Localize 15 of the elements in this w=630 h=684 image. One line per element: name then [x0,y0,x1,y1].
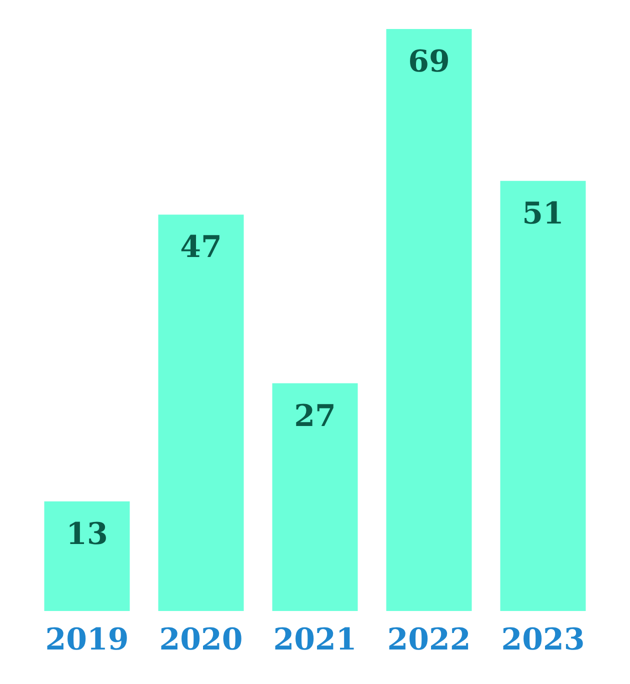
bar [500,180,586,611]
bar [386,29,472,611]
bar [158,214,244,611]
data-label: 27 [294,398,336,434]
data-label: 13 [66,516,108,552]
data-label: 69 [408,44,450,80]
data-label: 51 [522,196,564,232]
x-tick-label: 2021 [273,622,357,658]
x-tick-label: 2023 [501,622,585,658]
bar [272,383,358,611]
bar [44,501,130,611]
data-label: 47 [180,230,222,266]
x-tick-label: 2022 [387,622,471,658]
x-tick-label: 2019 [45,622,129,658]
x-tick-label: 2020 [159,622,243,658]
